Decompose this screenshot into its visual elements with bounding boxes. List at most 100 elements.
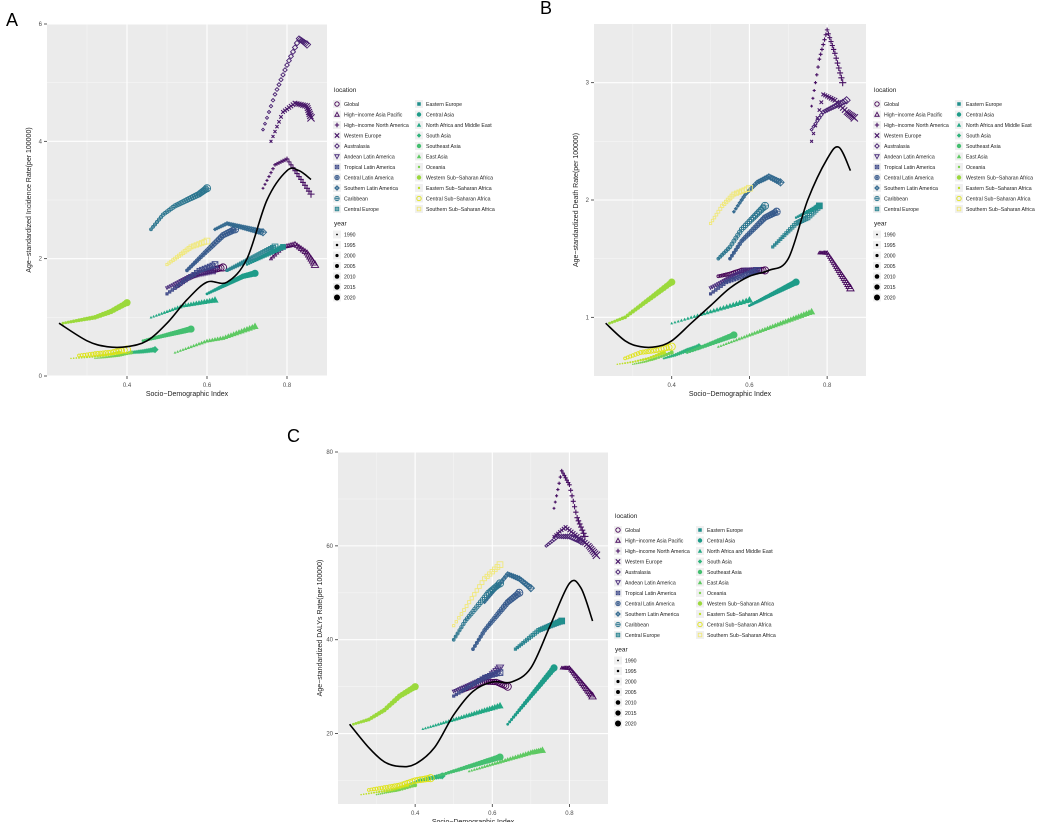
data-point (723, 272, 729, 277)
data-point (80, 356, 83, 359)
x-tick-label: 0.6 (203, 383, 212, 389)
data-point (164, 286, 170, 291)
series-southern-sub-saharan-africa (165, 237, 211, 267)
data-point (453, 634, 458, 639)
legend-label: Southeast Asia (426, 144, 461, 150)
data-point (710, 218, 715, 223)
series-southeast-asia (685, 331, 738, 354)
data-point (72, 357, 75, 360)
legend-symbol (615, 537, 621, 543)
data-point (203, 237, 211, 245)
data-point (778, 237, 783, 241)
data-point (647, 359, 650, 362)
data-point (838, 74, 845, 81)
legend-label: North Africa and Middle East (966, 123, 1032, 129)
x-axis-title: Socio−Demographic Index (432, 819, 515, 822)
data-point (258, 228, 268, 237)
data-point (588, 691, 597, 700)
data-point (621, 362, 624, 365)
legend-symbol (615, 621, 621, 628)
data-point (496, 753, 504, 761)
legend-label: Western Europe (625, 560, 663, 566)
series-central-latin-america (471, 588, 524, 651)
legend-item-central-asia: Central Asia (955, 110, 994, 119)
y-tick-label: 20 (326, 732, 333, 738)
legend-item-south-asia: South Asia (415, 131, 451, 140)
data-point (441, 772, 445, 776)
data-point (566, 533, 573, 540)
legend-year-2020: 2020 (873, 293, 896, 302)
series-caribbean (451, 579, 505, 642)
data-point (472, 592, 477, 597)
data-point (75, 357, 78, 359)
legend-label: Southern Latin America (884, 186, 938, 192)
legend-label: 2010 (344, 275, 356, 281)
data-point (280, 72, 286, 78)
data-point (714, 283, 719, 288)
data-point (439, 773, 443, 777)
legend-size-dot (876, 233, 878, 236)
legend-key (333, 100, 341, 108)
legend-year-2010: 2010 (614, 698, 637, 707)
legend-symbol (956, 195, 962, 202)
legend-label: Eastern Sub−Saharan Africa (426, 186, 492, 192)
data-point (571, 504, 578, 510)
legend-item-western-europe: Western Europe (614, 557, 663, 566)
data-point (633, 352, 638, 357)
data-point (526, 583, 536, 593)
data-point (731, 250, 736, 255)
legend-size-dot (334, 284, 340, 290)
data-point (385, 791, 388, 794)
y-tick-label: 2 (586, 198, 590, 204)
legend-label: 1990 (625, 659, 637, 665)
data-point (716, 209, 721, 214)
data-point (657, 352, 661, 357)
data-point (796, 215, 800, 218)
data-point (218, 263, 228, 272)
series-central-sub-saharan-africa (77, 345, 132, 358)
data-point (282, 67, 288, 73)
data-point (731, 209, 736, 214)
data-point (375, 793, 378, 796)
legend-symbol (615, 580, 621, 586)
legend-location-title: location (615, 513, 638, 520)
data-point (560, 533, 567, 540)
data-point (265, 178, 269, 182)
data-point (846, 283, 855, 292)
data-point (623, 315, 627, 320)
legend-label: Eastern Sub−Saharan Africa (966, 186, 1032, 192)
legend-year-2005: 2005 (614, 688, 637, 696)
series-east-asia (173, 322, 259, 354)
legend-label: 2000 (884, 254, 896, 260)
data-point (96, 357, 98, 360)
data-point (727, 341, 731, 345)
series-southern-latin-america (212, 220, 268, 237)
data-point (184, 346, 188, 350)
legend-label: High−income Asia Pacific (344, 113, 403, 119)
data-point (608, 321, 611, 325)
data-point (822, 108, 828, 114)
data-point (199, 340, 204, 345)
legend-size-dot (335, 264, 339, 268)
legend-label: High−income Asia Pacific (625, 539, 684, 545)
legend-label: Southern Sub−Saharan Africa (707, 633, 776, 639)
data-point (731, 191, 737, 197)
data-point (280, 244, 286, 250)
legend-label: 2005 (344, 264, 356, 270)
data-point (270, 254, 276, 259)
data-point (741, 194, 747, 200)
legend-label: Western Sub−Saharan Africa (426, 176, 493, 182)
data-point (832, 50, 838, 57)
data-point (827, 35, 833, 41)
y-axis-title: Age−standardized DALYs Rate(per 100000) (317, 560, 324, 697)
legend-label: Australasia (625, 570, 651, 576)
data-point (745, 296, 754, 303)
legend-item-southeast-asia: Southeast Asia (955, 142, 1001, 150)
data-point (423, 726, 427, 730)
legend-symbol (874, 195, 880, 202)
legend-label: Australasia (884, 144, 910, 150)
data-point (640, 349, 646, 355)
data-point (165, 292, 169, 296)
x-tick-label: 0.4 (411, 811, 420, 817)
data-point (679, 318, 684, 322)
